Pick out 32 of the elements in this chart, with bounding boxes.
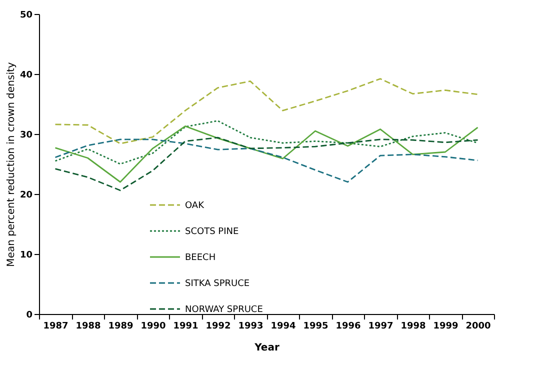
x-tick-label: 1991: [173, 322, 198, 332]
y-tick-label: 30: [20, 130, 32, 140]
line-series: [54, 78, 478, 144]
x-tick-label: 1998: [400, 322, 426, 332]
legend-label: SCOTS PINE: [185, 227, 239, 237]
y-tick-label: 40: [20, 70, 32, 80]
y-tick-label: 20: [20, 190, 32, 200]
x-tick-label: 1999: [433, 322, 458, 332]
x-tick-label: 1990: [140, 322, 166, 332]
x-tick-label: 1989: [108, 322, 134, 332]
line-series: [54, 138, 478, 183]
x-tick-label: 1987: [43, 322, 68, 332]
legend-label: SITKA SPRUCE: [185, 279, 250, 289]
x-tick-label: 1995: [303, 322, 328, 332]
line-series: [54, 126, 478, 183]
x-tick-label: 1992: [206, 322, 231, 332]
x-tick-label: 1997: [368, 322, 394, 332]
x-tick-label: 2000: [466, 322, 491, 332]
line-series: [54, 120, 478, 165]
x-axis-title: Year: [254, 342, 280, 354]
y-tick-label: 0: [26, 310, 32, 320]
x-tick-label: 1996: [336, 322, 361, 332]
y-tick-label: 50: [20, 10, 32, 20]
legend-label: NORWAY SPRUCE: [185, 305, 264, 315]
y-axis-title: Mean percent reduction in crown density: [6, 62, 17, 267]
x-tick-label: 1994: [270, 322, 296, 332]
x-tick-label: 1988: [76, 322, 101, 332]
legend-label: BEECH: [185, 253, 216, 263]
line-series: [54, 136, 478, 192]
x-tick-label: 1993: [238, 322, 264, 332]
y-tick-label: 10: [20, 250, 32, 260]
legend-label: OAK: [185, 201, 206, 211]
